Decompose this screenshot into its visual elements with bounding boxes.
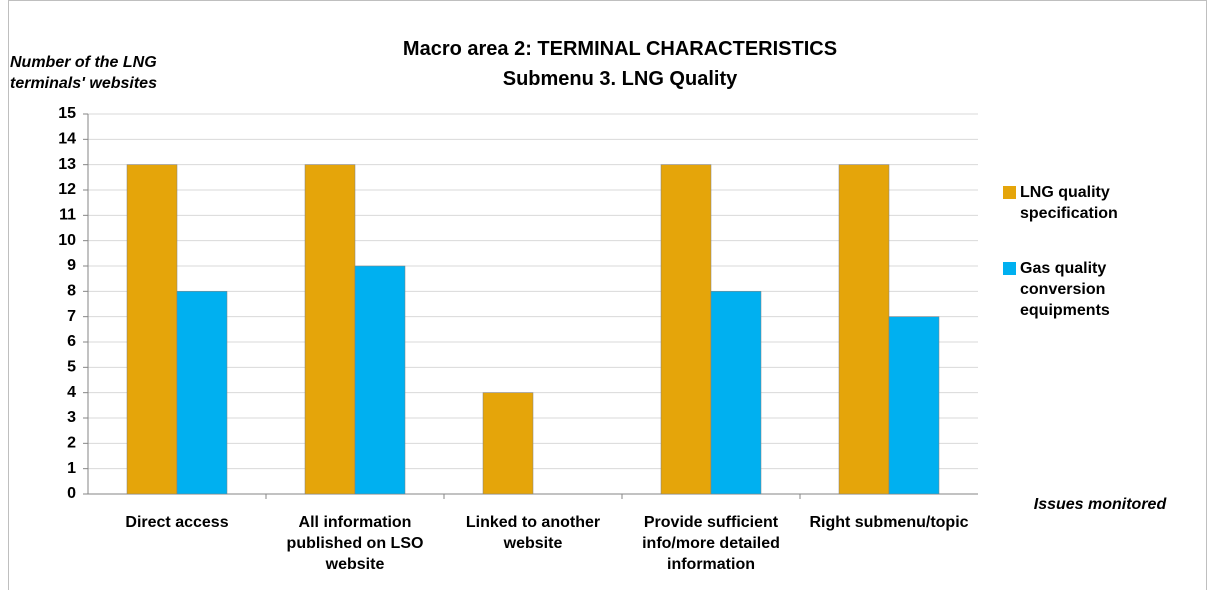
y-axis-label: Number of the LNG terminals' websites — [10, 54, 157, 92]
y-tick-label: 11 — [59, 207, 76, 224]
y-tick-label: 15 — [58, 105, 76, 122]
legend-swatch — [1003, 186, 1016, 199]
y-tick-label: 1 — [67, 460, 76, 477]
bar — [888, 316, 940, 495]
chart-subtitle: Submenu 3. LNG Quality — [502, 68, 738, 90]
y-tick-label: 2 — [67, 435, 76, 452]
y-tick-label: 12 — [58, 181, 76, 198]
y-tick-label: 14 — [58, 131, 76, 148]
y-tick-label: 0 — [67, 485, 76, 502]
x-tick-label: Provide sufficient info/more detailed in… — [642, 514, 780, 573]
y-tick-label: 10 — [58, 232, 76, 249]
y-tick-label: 8 — [67, 283, 76, 300]
bar — [660, 164, 712, 495]
y-tick-label: 9 — [67, 257, 76, 274]
bar — [838, 164, 890, 495]
x-axis-label: Issues monitored — [1033, 496, 1167, 513]
bar — [176, 291, 228, 495]
bar — [354, 265, 406, 495]
bar — [482, 392, 534, 495]
bar — [304, 164, 356, 495]
legend-label: Gas quality conversion equipments — [1020, 260, 1110, 319]
y-tick-label: 3 — [67, 409, 76, 426]
bar — [126, 164, 178, 495]
y-tick-label: 13 — [58, 156, 76, 173]
x-tick-label: Direct access — [125, 514, 229, 531]
bar — [710, 291, 762, 495]
y-tick-label: 5 — [67, 359, 76, 376]
y-tick-label: 7 — [67, 308, 76, 325]
legend-item: Gas quality conversion equipments — [1003, 258, 1193, 321]
x-tick-label: Right submenu/topic — [809, 514, 969, 531]
legend-label: LNG quality specification — [1020, 184, 1118, 222]
y-tick-label: 4 — [67, 384, 76, 401]
x-tick-label: Linked to another website — [465, 514, 601, 552]
legend-item: LNG quality specification — [1003, 182, 1193, 224]
legend-swatch — [1003, 262, 1016, 275]
chart-title: Macro area 2: TERMINAL CHARACTERISTICS — [402, 38, 838, 60]
x-tick-label: All information published on LSO website — [286, 514, 424, 573]
y-tick-label: 6 — [67, 333, 76, 350]
